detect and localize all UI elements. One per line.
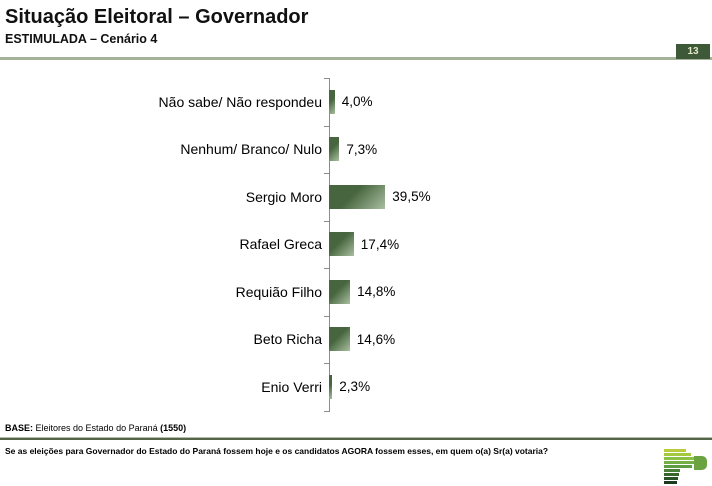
chart-row: Não sabe/ Não respondeu 4,0% — [0, 78, 712, 126]
logo-stripe — [664, 457, 695, 460]
survey-question: Se as eleições para Governador do Estado… — [5, 446, 549, 456]
logo-stripe — [664, 453, 691, 456]
base-text: Eleitores do Estado do Paraná — [33, 423, 161, 433]
logo-stripe — [664, 461, 697, 464]
base-note: BASE: Eleitores do Estado do Paraná (155… — [5, 423, 186, 433]
axis-tick — [324, 126, 330, 127]
bar — [329, 232, 354, 257]
value-label: 4,0% — [341, 94, 373, 110]
logo-stripe — [664, 449, 686, 452]
page-number-badge: 13 — [676, 44, 710, 59]
chart-row: Nenhum/ Branco/ Nulo 7,3% — [0, 126, 712, 174]
category-label: Requião Filho — [235, 283, 322, 300]
value-label: 17,4% — [360, 236, 400, 252]
category-label: Não sabe/ Não respondeu — [158, 93, 322, 110]
parana-pesquisas-logo — [664, 449, 710, 485]
header-divider — [0, 57, 712, 60]
base-count: (1550) — [160, 423, 187, 433]
logo-stripe — [664, 465, 692, 468]
axis-tick — [324, 411, 330, 412]
value-label: 14,6% — [356, 331, 396, 347]
bar — [329, 279, 351, 304]
axis-tick — [324, 316, 330, 317]
value-label: 14,8% — [357, 284, 396, 300]
chart-row: Rafael Greca 17,4% — [0, 221, 712, 269]
bar — [329, 89, 335, 114]
category-label: Rafael Greca — [239, 236, 322, 253]
axis-tick — [324, 78, 330, 79]
bar — [329, 184, 386, 209]
base-label: BASE: — [5, 423, 34, 433]
footer-divider — [0, 437, 712, 440]
axis-tick — [324, 268, 330, 269]
logo-stripe — [664, 477, 678, 480]
axis-tick — [324, 363, 330, 364]
logo-stripe — [664, 481, 677, 484]
value-label: 7,3% — [346, 141, 378, 157]
logo-stripe — [664, 473, 679, 476]
bar-chart: Não sabe/ Não respondeu 4,0% Nenhum/ Branc… — [0, 78, 712, 412]
chart-row: Enio Verri 2,3% — [0, 363, 712, 411]
bar — [329, 374, 333, 399]
logo-stripe — [664, 469, 680, 472]
logo-bowl — [694, 456, 707, 470]
page-subtitle: ESTIMULADA – Cenário 4 — [5, 32, 158, 46]
value-label: 2,3% — [339, 379, 371, 395]
axis-tick — [324, 221, 330, 222]
axis-tick — [324, 173, 330, 174]
chart-row: Requião Filho 14,8% — [0, 268, 712, 316]
bar — [329, 327, 350, 352]
chart-row: Sergio Moro 39,5% — [0, 173, 712, 221]
chart-row: Beto Richa 14,6% — [0, 316, 712, 364]
category-label: Sergio Moro — [245, 188, 322, 205]
category-label: Beto Richa — [253, 331, 322, 348]
page-title: Situação Eleitoral – Governador — [5, 6, 309, 28]
bar — [329, 137, 340, 162]
value-label: 39,5% — [392, 189, 431, 205]
category-label: Nenhum/ Branco/ Nulo — [180, 141, 322, 158]
category-label: Enio Verri — [261, 378, 322, 395]
